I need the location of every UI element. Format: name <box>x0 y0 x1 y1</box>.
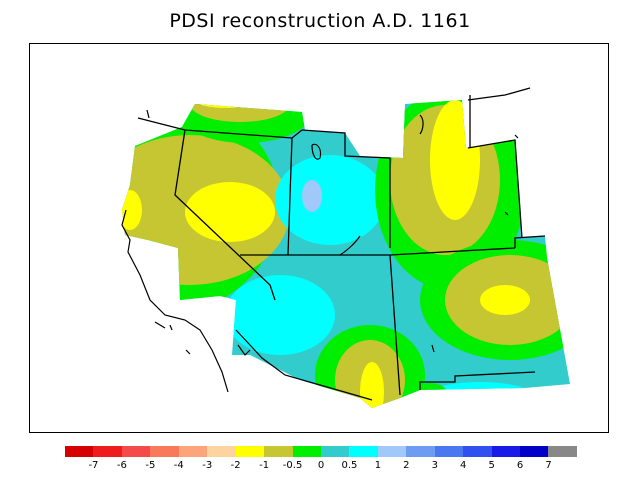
legend-swatch <box>434 446 464 457</box>
legend-swatch <box>320 446 350 457</box>
pdsi-field <box>122 100 570 408</box>
legend-tick-label: -0.5 <box>282 460 303 471</box>
lakes <box>146 109 519 355</box>
legend-swatch <box>349 446 378 457</box>
legend-tick-label: 2 <box>403 460 410 471</box>
legend-ticks: -7 -6 -5 -4 -3 -2 -1 -0.5 0 0.5 1 2 3 4 5 6 7 <box>0 460 640 474</box>
legend-swatch <box>377 446 407 457</box>
legend-tick-label: 6 <box>516 460 524 471</box>
coastline <box>121 209 373 401</box>
legend-swatch <box>178 446 208 457</box>
legend-tick-label: 7 <box>545 460 552 471</box>
legend-swatch <box>121 446 151 457</box>
legend-tick-label: 1 <box>374 460 382 471</box>
legend-tick-label: 0 <box>317 460 325 471</box>
legend-tick-label: 3 <box>431 460 438 471</box>
legend-swatch <box>463 446 492 457</box>
legend-swatch <box>520 446 549 457</box>
legend-swatch <box>65 446 94 457</box>
legend-tick-label: -5 <box>145 460 156 471</box>
legend-swatch <box>264 446 293 457</box>
legend-tick-label: -3 <box>202 460 213 471</box>
legend-swatch <box>207 446 236 457</box>
state-boundaries <box>137 87 546 396</box>
legend-tick-label: -2 <box>230 460 241 471</box>
legend-tick-label: -6 <box>116 460 127 471</box>
legend-tick-label: 5 <box>488 460 495 471</box>
legend-swatch <box>406 446 435 457</box>
map-title: PDSI reconstruction A.D. 1161 <box>169 10 471 32</box>
legend-tick-label: 4 <box>460 460 467 471</box>
legend-tick-label: -1 <box>259 460 270 471</box>
color-legend <box>65 446 577 457</box>
legend-swatch <box>93 446 122 457</box>
legend-tick-label: 0.5 <box>341 460 358 471</box>
legend-swatch <box>491 446 520 457</box>
legend-tick-label: -4 <box>173 460 184 471</box>
legend-swatch <box>548 446 577 457</box>
legend-swatch <box>150 446 179 457</box>
legend-tick-label: -7 <box>88 460 99 471</box>
legend-swatch <box>292 446 321 457</box>
legend-swatch <box>235 446 265 457</box>
